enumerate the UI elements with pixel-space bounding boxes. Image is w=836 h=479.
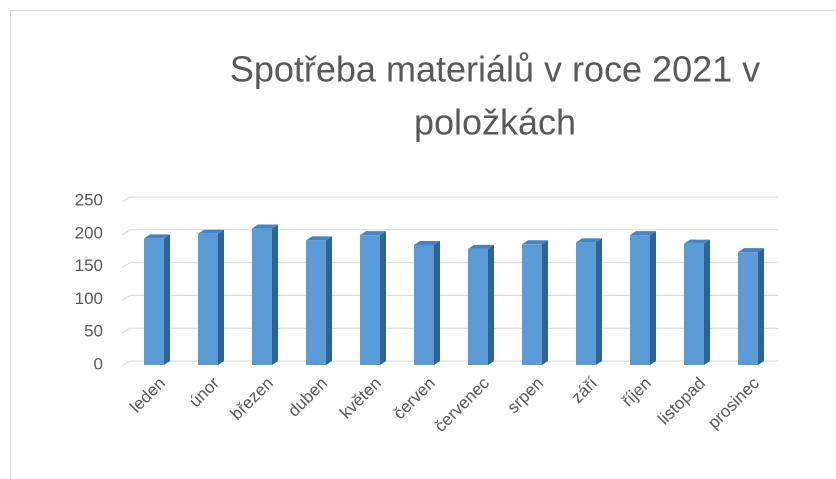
bar-front	[522, 244, 542, 365]
y-tick-label: 150	[75, 256, 103, 275]
bar-top	[630, 231, 656, 236]
bar-side	[164, 234, 170, 365]
bar-front	[576, 242, 596, 365]
bar-front	[198, 233, 218, 365]
bar	[144, 234, 170, 365]
bar	[414, 240, 440, 365]
bar-top	[144, 234, 170, 239]
y-tick-label: 100	[75, 289, 103, 308]
bar	[684, 239, 710, 365]
bar	[306, 236, 332, 365]
bar-side	[596, 238, 602, 365]
bar-front	[468, 248, 488, 365]
bar	[738, 248, 764, 365]
bar-side	[488, 244, 494, 365]
grid-line	[121, 262, 778, 269]
bar-top	[684, 239, 710, 244]
bar-top	[738, 248, 764, 253]
bar-top	[468, 244, 494, 249]
bar-front	[630, 235, 650, 365]
bar-top	[306, 236, 332, 241]
bar-side	[326, 236, 332, 365]
bar-side	[542, 240, 548, 365]
bar	[522, 240, 548, 365]
chart-title-line-2: položkách	[414, 102, 576, 143]
bar-side	[758, 248, 764, 365]
bar-front	[144, 238, 164, 365]
y-tick-label: 0	[94, 354, 103, 373]
bar-side	[218, 229, 224, 365]
bar	[576, 238, 602, 365]
bar-top	[198, 229, 224, 234]
bar-side	[380, 231, 386, 365]
chart-title-line-1: Spotřeba materiálů v roce 2021 v	[230, 49, 760, 90]
bar-front	[360, 235, 380, 365]
bar-top	[414, 240, 440, 245]
bar-top	[360, 231, 386, 236]
grid-line	[121, 229, 778, 236]
bar-front	[252, 228, 272, 365]
grid-line	[121, 360, 778, 367]
y-tick-label: 250	[75, 190, 103, 209]
bar-front	[738, 252, 758, 365]
bar-side	[272, 224, 278, 365]
bar-top	[576, 238, 602, 243]
grid-line	[121, 196, 778, 203]
bar-side	[434, 240, 440, 365]
bar-side	[650, 231, 656, 365]
bar	[468, 244, 494, 365]
y-tick-label: 50	[84, 322, 103, 341]
bar-front	[414, 244, 434, 365]
bar	[360, 231, 386, 365]
bar-top	[522, 240, 548, 245]
bar-front	[306, 240, 326, 365]
bar	[252, 224, 278, 365]
bar-front	[684, 243, 704, 365]
bar	[198, 229, 224, 365]
bar-side	[704, 239, 710, 365]
grid-line	[121, 327, 778, 334]
bar-top	[252, 224, 278, 229]
bar	[630, 231, 656, 365]
grid-line	[121, 294, 778, 301]
y-tick-label: 200	[75, 223, 103, 242]
